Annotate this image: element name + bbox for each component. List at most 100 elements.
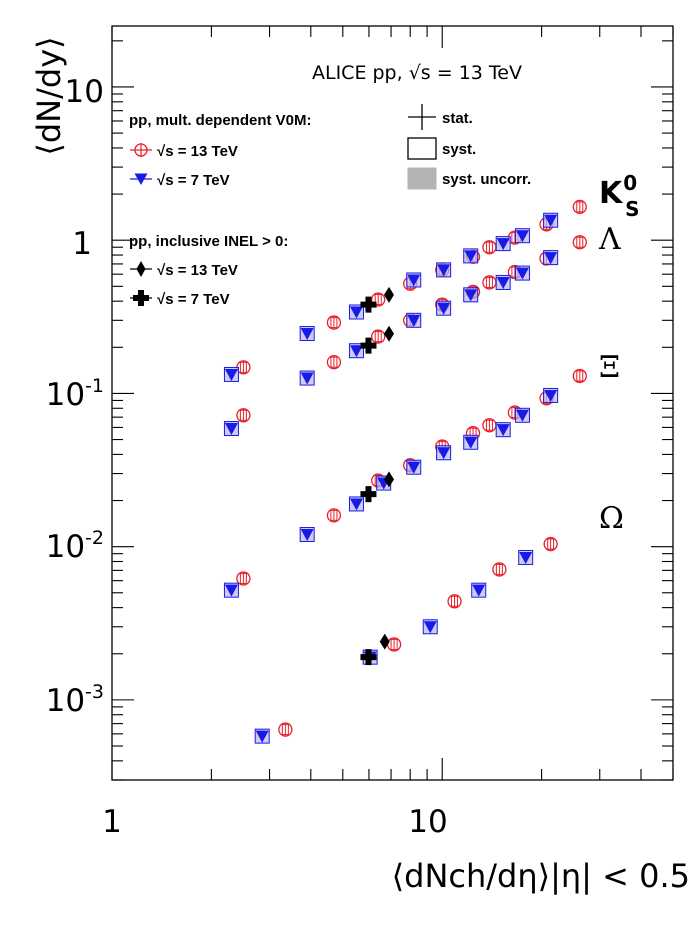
data-point [223,366,239,382]
data-point [482,240,497,255]
data-point [447,594,462,609]
data-point [360,337,377,354]
legend-marker-mult-13 [130,143,152,157]
data-point [463,248,479,264]
series-omega-incl-13-tev [379,633,390,650]
species-k: K [599,176,624,211]
series-omega-mult-13-tev [236,536,558,737]
data-point [572,235,587,250]
data-point [326,355,342,370]
data-point [406,459,422,475]
legend-marker-syst [407,137,437,160]
data-point [383,286,394,303]
legend-marker-incl-7 [130,290,152,306]
species-k-sup: 0 [623,171,637,195]
data-point [543,536,558,552]
data-point [471,582,487,598]
data-point [514,265,530,281]
data-point [383,471,394,488]
data-point [422,619,438,635]
y-tick-exp: -1 [85,375,104,397]
series-xi-incl-13-tev [383,471,394,488]
data-point [223,421,239,437]
data-point [236,408,251,423]
x-tick-labels: 1 10 [102,804,448,840]
data-point [495,236,511,252]
data-point [495,422,511,438]
data-point [379,633,390,650]
x-tick-label-10: 10 [408,804,447,840]
plot-frame [111,25,674,781]
data-point [383,325,394,342]
legend-label-stat: stat. [442,110,473,127]
data-point [326,315,342,330]
data-point [299,370,315,386]
data-point [386,637,402,652]
data-point [348,496,364,512]
data-point [572,368,587,384]
data-point [406,272,422,288]
species-k-sub: S [625,197,639,221]
data-point [406,312,422,328]
y-tick-exp: -2 [85,527,104,549]
data-point [348,343,364,359]
y-tick-label-10: 10 [65,74,104,110]
y-tick-base: 10 [46,529,85,565]
y-axis-title: ⟨dN/dy⟩ [30,36,68,155]
data-point [348,304,364,320]
series-lambda-mult-13-tev [236,235,587,423]
data-point [492,562,507,577]
data-point [463,287,479,303]
data-point [223,582,239,598]
legend-header-incl: pp, inclusive INEL > 0: [129,233,288,250]
data-point [278,722,293,737]
data-point [518,549,534,565]
data-point [299,326,315,342]
data-point [236,571,251,586]
data-point [436,445,452,461]
series-lambda-incl-13-tev [383,325,394,342]
species-label-omega: Ω [599,501,624,536]
y-tick-label-1e-1: 10-1 [46,375,104,413]
y-tick-base: 10 [46,683,85,719]
legend: pp, mult. dependent V0M: √s = 13 TeV √s … [129,104,531,308]
data-point [495,274,511,290]
data-point [543,387,559,403]
legend-label-syst-uncorr: syst. uncorr. [442,171,531,188]
species-label-lambda: Λ [598,222,621,257]
chart-title: ALICE pp, √s = 13 TeV [312,62,522,84]
series-k0s-mult-7-tev [223,212,559,382]
data-point [543,212,559,228]
series-k0s-incl-13-tev [383,286,394,303]
y-tick-base: 10 [46,377,85,413]
data-point [360,486,377,503]
data-point [299,527,315,543]
data-point [514,228,530,244]
series-k0s-incl-7-tev [360,296,377,313]
y-tick-label-1e-2: 10-2 [46,527,104,565]
data-point [482,275,497,290]
data-point [514,407,530,423]
legend-label-incl-7: √s = 7 TeV [157,291,230,308]
data-point [463,434,479,450]
legend-marker-incl-13 [130,261,152,277]
series-xi-incl-7-tev [360,486,377,503]
legend-label-mult-7: √s = 7 TeV [157,172,230,189]
species-labels: K0 S Λ Ξ Ω [598,171,640,536]
series-omega-mult-7-tev [223,549,534,744]
data-point [436,262,452,278]
data-point [254,728,270,744]
series-lambda-mult-7-tev [223,250,559,437]
legend-marker-stat [408,104,436,130]
legend-marker-syst-uncorr [407,167,437,190]
y-tick-label-1: 1 [72,226,92,262]
data-point [371,292,386,307]
series-omega-incl-7-tev [360,649,377,666]
data-point [572,199,587,215]
legend-header-mult: pp, mult. dependent V0M: [129,112,312,129]
axis-ticks [111,26,674,781]
data-point [326,508,342,523]
legend-marker-mult-7 [130,173,152,185]
y-tick-label-1e-3: 10-3 [46,681,104,719]
